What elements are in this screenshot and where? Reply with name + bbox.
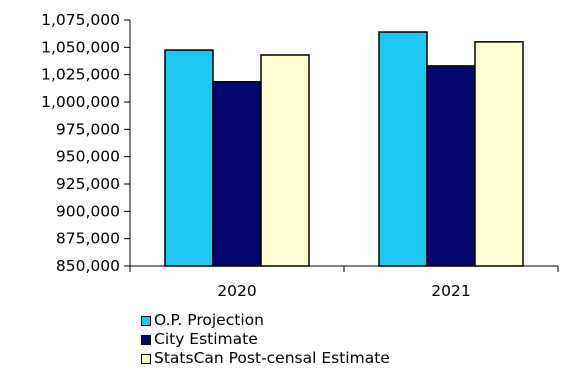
legend-item-op-projection: O.P. Projection (141, 311, 390, 330)
legend-item-city-estimate: City Estimate (141, 330, 390, 349)
y-tick-label: 1,000,000 (41, 93, 120, 111)
bar-statscan-post-censal-estimate-2021 (474, 41, 524, 267)
legend-swatch-op-projection (141, 315, 151, 326)
y-tick-label: 975,000 (56, 120, 120, 138)
y-tick-label: 925,000 (56, 175, 120, 193)
y-tick-label: 950,000 (56, 148, 120, 166)
x-tick-label: 2021 (431, 282, 470, 300)
y-tick-label: 875,000 (56, 230, 120, 248)
y-tick-label: 1,075,000 (41, 11, 120, 29)
legend-label-op-projection: O.P. Projection (154, 311, 264, 329)
bar-city-estimate-2021 (426, 65, 476, 267)
legend-item-statscan-estimate: StatsCan Post-censal Estimate (141, 349, 390, 368)
y-tick-label: 850,000 (56, 257, 120, 275)
bar-o-p-projection-2021 (378, 31, 428, 267)
legend: O.P. Projection City Estimate StatsCan P… (141, 311, 390, 368)
y-axis-ticks: 850,000 875,000 900,000 925,000 950,000 975,0… (41, 11, 130, 275)
x-tick-label: 2020 (217, 282, 256, 300)
y-tick-label: 1,025,000 (41, 66, 120, 84)
bar-city-estimate-2020 (212, 81, 262, 267)
legend-label-statscan-estimate: StatsCan Post-censal Estimate (154, 349, 390, 367)
bar-o-p-projection-2020 (164, 49, 214, 267)
legend-swatch-city-estimate (141, 334, 151, 345)
bar-statscan-post-censal-estimate-2020 (260, 54, 310, 267)
bar-chart: 850,000 875,000 900,000 925,000 950,000 975,0… (41, 11, 559, 300)
bar-series (164, 31, 524, 267)
y-tick-label: 1,050,000 (41, 38, 120, 56)
legend-label-city-estimate: City Estimate (154, 330, 258, 348)
legend-swatch-statscan-estimate (141, 353, 151, 364)
x-axis-ticks: 2020 2021 (129, 266, 559, 300)
y-tick-label: 900,000 (56, 202, 120, 220)
